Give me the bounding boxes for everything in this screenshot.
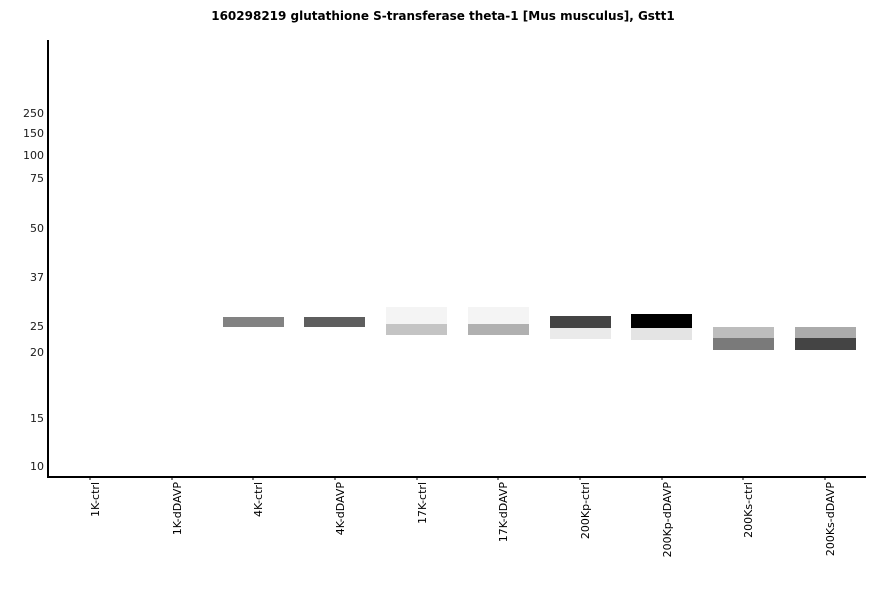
y-axis-tick-labels: 250 150 100 75 50 37 25 20 15 10: [0, 0, 47, 595]
y-axis-tick-37: 37: [30, 271, 44, 284]
band-17K-dDAVP-26kda: [467, 307, 529, 324]
band-200Ks-ctrl-21kda: [712, 338, 774, 350]
y-axis-tick-250: 250: [23, 107, 44, 120]
x-axis-tick-group-200Kp-dDAVP[interactable]: 200Kp-dDAVP: [632, 476, 692, 595]
x-axis-tick-group-17K-ctrl[interactable]: 17K-ctrl: [387, 476, 447, 595]
gel-lane-1K-ctrl[interactable]: [59, 40, 120, 476]
x-axis-tick-label-200Kp-dDAVP: 200Kp-dDAVP: [660, 482, 674, 558]
x-axis-tick-label-200Kp-ctrl: 200Kp-ctrl: [579, 482, 593, 540]
band-200Kp-dDAVP-23kda: [631, 328, 693, 340]
x-axis-tick-label-4K-ctrl: 4K-ctrl: [252, 482, 266, 517]
x-axis-tick-group-4K-dDAVP[interactable]: 4K-dDAVP: [305, 476, 365, 595]
x-axis-tick-mark: [416, 476, 418, 480]
y-axis-tick-75: 75: [30, 172, 44, 185]
y-axis-tick-15: 15: [30, 412, 44, 425]
x-axis-tick-group-200Ks-dDAVP[interactable]: 200Ks-dDAVP: [795, 476, 855, 595]
x-axis-tick-group-200Kp-ctrl[interactable]: 200Kp-ctrl: [550, 476, 610, 595]
band-4K-dDAVP-26kda: [304, 317, 366, 327]
y-axis-tick-25: 25: [30, 320, 44, 333]
x-axis-tick-label-200Ks-ctrl: 200Ks-ctrl: [742, 482, 756, 538]
band-4K-ctrl-26kda: [222, 317, 284, 327]
x-axis-tick-mark: [171, 476, 173, 480]
x-axis-tick-mark: [742, 476, 744, 480]
x-axis-tick-label-4K-dDAVP: 4K-dDAVP: [333, 482, 347, 536]
x-axis-tick-label-17K-ctrl: 17K-ctrl: [415, 482, 429, 524]
band-17K-ctrl-26kda: [386, 307, 448, 324]
gel-lane-1K-dDAVP[interactable]: [141, 40, 202, 476]
x-axis-tick-mark: [497, 476, 499, 480]
y-axis-line: [47, 40, 49, 478]
gel-lane-area: [49, 40, 866, 476]
gel-lane-4K-dDAVP[interactable]: [304, 40, 366, 476]
x-axis-tick-mark: [661, 476, 663, 480]
band-17K-ctrl-23kda: [386, 324, 448, 335]
x-axis-tick-mark: [334, 476, 336, 480]
band-200Ks-dDAVP-21kda: [794, 338, 856, 350]
x-axis-tick-label-1K-ctrl: 1K-ctrl: [88, 482, 102, 517]
gel-lane-4K-ctrl[interactable]: [222, 40, 284, 476]
gel-lane-200Ks-dDAVP[interactable]: [794, 40, 856, 476]
y-axis-tick-150: 150: [23, 127, 44, 140]
x-axis-tick-group-17K-dDAVP[interactable]: 17K-dDAVP: [468, 476, 528, 595]
band-17K-dDAVP-23kda: [467, 324, 529, 335]
x-axis-line: [47, 476, 866, 478]
gel-lane-200Kp-dDAVP[interactable]: [631, 40, 693, 476]
gel-lane-17K-dDAVP[interactable]: [467, 40, 529, 476]
page-title: 160298219 glutathione S-transferase thet…: [211, 9, 675, 23]
x-axis-tick-label-1K-dDAVP: 1K-dDAVP: [170, 482, 184, 536]
y-axis-tick-20: 20: [30, 346, 44, 359]
x-axis-tick-group-4K-ctrl[interactable]: 4K-ctrl: [223, 476, 283, 595]
x-axis-tick-mark: [824, 476, 826, 480]
x-axis-tick-group-1K-ctrl[interactable]: 1K-ctrl: [60, 476, 120, 595]
band-200Kp-dDAVP-26kda: [631, 314, 693, 328]
x-axis-tick-group-1K-dDAVP[interactable]: 1K-dDAVP: [142, 476, 202, 595]
x-axis-tick-label-17K-dDAVP: 17K-dDAVP: [497, 482, 511, 543]
band-200Ks-ctrl-24kda: [712, 327, 774, 338]
band-200Kp-ctrl-23kda: [549, 328, 611, 339]
y-axis-tick-100: 100: [23, 149, 44, 162]
band-200Ks-dDAVP-24kda: [794, 327, 856, 338]
y-axis-tick-10: 10: [30, 460, 44, 473]
x-axis-tick-mark: [89, 476, 91, 480]
x-axis-tick-mark: [252, 476, 254, 480]
x-axis-tick-group-200Ks-ctrl[interactable]: 200Ks-ctrl: [713, 476, 773, 595]
gel-lane-200Kp-ctrl[interactable]: [549, 40, 611, 476]
y-axis-tick-50: 50: [30, 222, 44, 235]
x-axis-tick-labels: 1K-ctrl 1K-dDAVP 4K-ctrl 4K-dDAVP 17K-ctrl 17…: [49, 476, 866, 595]
gel-lane-17K-ctrl[interactable]: [386, 40, 448, 476]
x-axis-tick-mark: [579, 476, 581, 480]
gel-lane-200Ks-ctrl[interactable]: [712, 40, 774, 476]
band-200Kp-ctrl-26kda: [549, 316, 611, 328]
x-axis-tick-label-200Ks-dDAVP: 200Ks-dDAVP: [824, 482, 838, 557]
